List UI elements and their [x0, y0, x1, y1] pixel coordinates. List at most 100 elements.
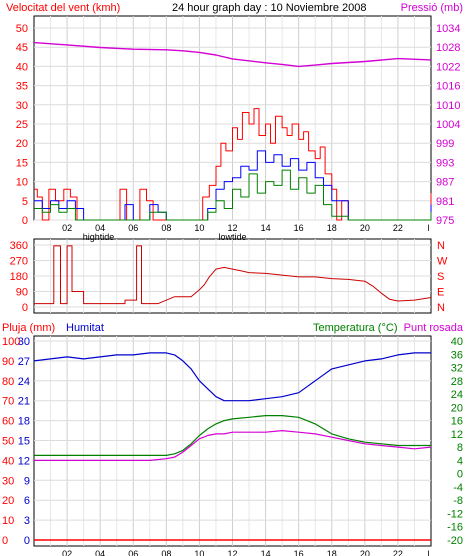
wind-y-tick: 50 — [16, 23, 28, 35]
wind-y-tick: 5 — [22, 196, 28, 208]
wind-y-tick: 40 — [16, 61, 28, 73]
x-tick-label: 12 — [227, 549, 237, 556]
humidity-series — [33, 352, 431, 402]
wind-y-tick: 20 — [16, 138, 28, 150]
x-tick-label: 20 — [360, 549, 370, 556]
pressure-y-tick: 987 — [436, 177, 454, 189]
wind-y-tick: 45 — [16, 42, 28, 54]
wind-y-tick: 35 — [16, 81, 28, 93]
temperature-series — [34, 415, 431, 456]
pressure-y-tick: 1034 — [436, 23, 460, 35]
direction-y-tick: 180 — [10, 271, 28, 283]
x-tick-label: 16 — [294, 223, 304, 233]
direction-y-tick: 90 — [16, 287, 28, 299]
temperature-y-tick: 20 — [451, 402, 463, 414]
compass-y-tick: S — [437, 271, 444, 283]
x-tick-label: 18 — [327, 223, 337, 233]
temperature-y-tick: -20 — [447, 535, 463, 547]
direction-series — [34, 245, 432, 305]
humidity-y-tick: 10 — [2, 515, 14, 527]
rain-y-tick: 27 — [18, 356, 30, 368]
pressure-series — [33, 41, 432, 68]
temperature-y-tick: -8 — [453, 495, 463, 507]
compass-y-tick: N — [437, 302, 445, 314]
direction-y-tick: 0 — [22, 302, 28, 314]
x-tick-label: 04 — [95, 549, 105, 556]
dewpoint-label: Punt rosada — [404, 322, 464, 334]
direction-y-tick: 270 — [10, 256, 28, 268]
temperature-y-tick: 0 — [457, 469, 463, 481]
rain-y-tick: 3 — [24, 515, 30, 527]
rain-y-tick: 24 — [18, 376, 30, 388]
temperature-y-tick: 24 — [451, 389, 463, 401]
x-tick-label: 08 — [161, 223, 171, 233]
x-tick-label: 14 — [261, 223, 271, 233]
wind-title: Velocitat del vent (kmh) — [6, 2, 120, 14]
pressure-y-tick: 1028 — [436, 42, 460, 54]
wind-min-series — [34, 169, 432, 221]
wind-y-tick: 30 — [16, 100, 28, 112]
rain-y-tick: 18 — [18, 416, 30, 428]
humidity-y-tick: 80 — [2, 376, 14, 388]
temperature-y-tick: 40 — [451, 336, 463, 348]
x-tick-label: 22 — [393, 223, 403, 233]
rain-y-tick: 21 — [18, 396, 30, 408]
humidity-y-tick: 20 — [2, 495, 14, 507]
pressure-y-tick: 1022 — [436, 61, 460, 73]
x-tick-label: l — [428, 223, 430, 233]
x-tick-label: 20 — [360, 223, 370, 233]
graph-title: 24 hour graph day : 10 Noviembre 2008 — [172, 2, 366, 14]
wind-y-tick: 15 — [16, 157, 28, 169]
humidity-y-tick: 90 — [2, 356, 14, 368]
x-tick-label: 10 — [194, 549, 204, 556]
pressure-y-tick: 1004 — [436, 119, 460, 131]
pressure-y-tick: 999 — [436, 138, 454, 150]
x-tick-label: l — [428, 549, 430, 556]
rain-y-tick: 30 — [18, 336, 30, 348]
rain-y-tick: 15 — [18, 436, 30, 448]
pressure-y-tick: 993 — [436, 157, 454, 169]
x-tick-label: 12 — [227, 223, 237, 233]
hightide-label: hightide — [83, 232, 115, 242]
temperature-y-tick: 16 — [451, 416, 463, 428]
temperature-y-tick: 36 — [451, 349, 463, 361]
temperature-y-tick: -16 — [447, 522, 463, 534]
rain-y-tick: 9 — [24, 475, 30, 487]
wind-avg-series — [34, 150, 432, 221]
humidity-y-tick: 0 — [2, 535, 8, 547]
humidity-y-tick: 30 — [2, 475, 14, 487]
rain-y-tick: 6 — [24, 495, 30, 507]
temperature-y-tick: 4 — [457, 455, 463, 467]
x-tick-label: 18 — [327, 549, 337, 556]
x-tick-label: 04 — [95, 223, 105, 233]
temperature-y-tick: 12 — [451, 429, 463, 441]
rain-y-tick: 0 — [24, 535, 30, 547]
x-tick-label: 14 — [261, 549, 271, 556]
lowtide-label: lowtide — [218, 232, 246, 242]
x-tick-label: 10 — [194, 223, 204, 233]
rain-y-tick: 12 — [18, 455, 30, 467]
temperature-y-tick: -12 — [447, 508, 463, 520]
rain-label: Pluja (mm) — [2, 322, 55, 334]
direction-y-tick: 360 — [10, 240, 28, 252]
humidity-label: Humitat — [66, 322, 104, 334]
x-tick-label: 02 — [62, 549, 72, 556]
x-tick-label: 08 — [161, 549, 171, 556]
pressure-y-tick: 975 — [436, 215, 454, 227]
x-tick-label: 06 — [128, 223, 138, 233]
x-tick-label: 02 — [62, 223, 72, 233]
temperature-y-tick: 28 — [451, 376, 463, 388]
wind-y-tick: 25 — [16, 119, 28, 131]
pressure-y-tick: 1016 — [436, 81, 460, 93]
wind-y-tick: 10 — [16, 177, 28, 189]
humidity-y-tick: 70 — [2, 396, 14, 408]
compass-y-tick: W — [437, 256, 448, 268]
pressure-y-tick: 981 — [436, 196, 454, 208]
compass-y-tick: E — [437, 287, 444, 299]
temperature-label: Temperatura (°C) — [313, 322, 397, 334]
humidity-y-tick: 50 — [2, 436, 14, 448]
pressure-y-tick: 1010 — [436, 100, 460, 112]
humidity-y-tick: 40 — [2, 455, 14, 467]
compass-y-tick: N — [437, 240, 445, 252]
